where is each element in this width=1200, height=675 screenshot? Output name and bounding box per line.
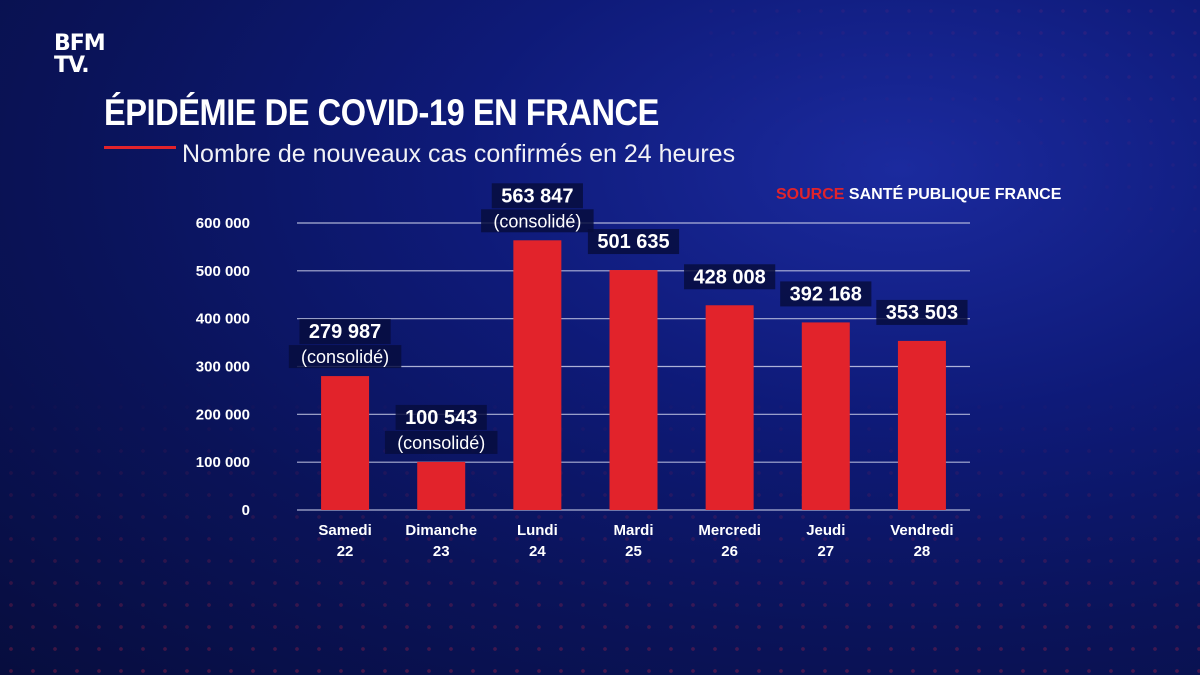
value-label: 279 987 xyxy=(309,321,381,343)
title-accent-rule xyxy=(104,146,176,149)
bar xyxy=(417,461,466,510)
background-dot-pattern-top xyxy=(700,0,1200,250)
value-label: 501 635 xyxy=(597,231,669,253)
bar xyxy=(897,340,946,510)
x-tick-label-day: Mercredi xyxy=(698,522,761,539)
value-label-background xyxy=(491,183,583,209)
source-key: SOURCE xyxy=(776,186,849,203)
y-tick-label: 400 000 xyxy=(196,311,250,328)
value-label: 428 008 xyxy=(693,266,765,288)
logo-line-2: TV. xyxy=(54,53,90,78)
value-label: 100 543 xyxy=(405,407,477,429)
y-tick-label: 500 000 xyxy=(196,263,250,280)
bfmtv-logo: BFM TV. xyxy=(54,31,106,78)
x-tick-label-date: 22 xyxy=(337,543,354,560)
x-tick-label-day: Jeudi xyxy=(806,522,845,539)
value-label-background xyxy=(299,319,391,345)
note-background xyxy=(481,209,594,233)
value-label-background xyxy=(395,404,487,430)
bar xyxy=(705,305,754,510)
value-label-background xyxy=(876,299,968,325)
source-credit: SOURCE SANTÉ PUBLIQUE FRANCE xyxy=(776,186,1061,204)
y-tick-label: 100 000 xyxy=(196,454,250,471)
x-tick-label-day: Dimanche xyxy=(405,522,477,539)
y-tick-label: 300 000 xyxy=(196,359,250,376)
x-tick-label-date: 27 xyxy=(817,543,834,560)
value-label-background xyxy=(780,281,872,307)
value-label: 353 503 xyxy=(886,302,958,324)
source-value: SANTÉ PUBLIQUE FRANCE xyxy=(848,186,1062,203)
bar xyxy=(801,322,850,510)
x-tick-label-date: 26 xyxy=(721,543,738,560)
bar xyxy=(609,270,658,510)
x-tick-label-date: 24 xyxy=(529,543,546,560)
x-tick-label-day: Samedi xyxy=(318,522,371,539)
value-label-background xyxy=(587,229,680,255)
y-tick-label: 600 000 xyxy=(196,215,250,232)
note-background xyxy=(384,430,498,454)
note-background xyxy=(288,345,402,369)
value-label: 563 847 xyxy=(501,185,573,207)
bar xyxy=(513,240,562,510)
y-tick-label: 200 000 xyxy=(196,406,250,423)
x-tick-label-day: Lundi xyxy=(517,522,558,539)
value-label: 392 168 xyxy=(790,283,862,305)
chart-title: ÉPIDÉMIE DE COVID-19 EN FRANCE xyxy=(104,92,659,133)
x-tick-label-day: Mardi xyxy=(613,522,653,539)
bar xyxy=(321,376,370,510)
logo-line-1: BFM xyxy=(54,31,106,56)
x-tick-label-date: 23 xyxy=(433,543,450,560)
consolidated-note: (consolidé) xyxy=(493,211,581,231)
consolidated-note: (consolidé) xyxy=(397,433,485,453)
x-tick-label-date: 25 xyxy=(625,543,642,560)
value-label-background xyxy=(684,264,776,290)
x-tick-label-day: Vendredi xyxy=(890,522,953,539)
chart-subtitle: Nombre de nouveaux cas confirmés en 24 h… xyxy=(182,140,736,168)
consolidated-note: (consolidé) xyxy=(301,347,389,367)
x-tick-label-date: 28 xyxy=(914,543,931,560)
y-tick-label: 0 xyxy=(242,502,250,519)
